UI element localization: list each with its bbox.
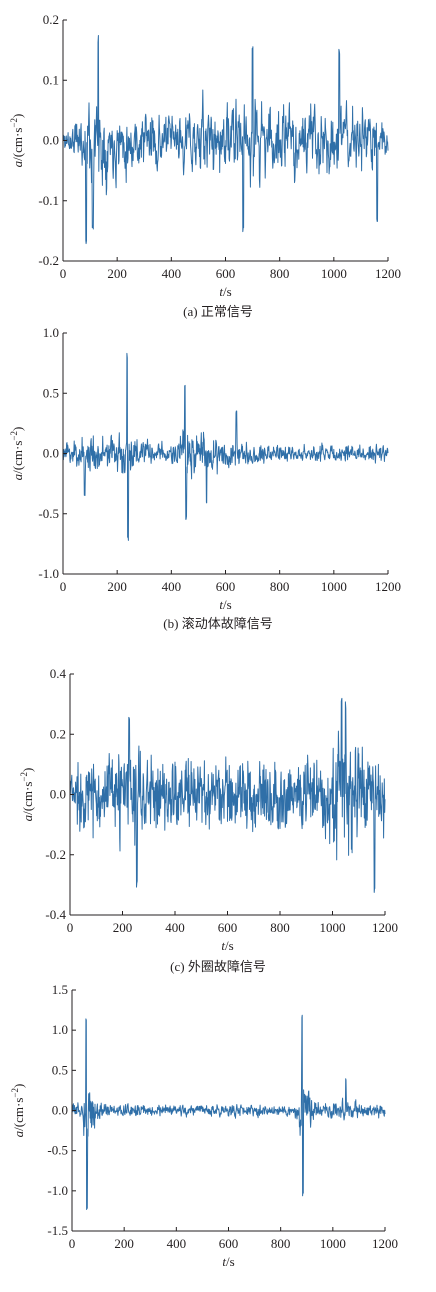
x-label-variable: t — [222, 1254, 226, 1269]
y-tick-label: 0.0 — [43, 446, 59, 461]
y-tick-label: 0.5 — [43, 385, 59, 400]
y-axis-label: a/(cm·s−2) — [9, 114, 25, 168]
y-label-exponent: −2 — [9, 431, 19, 441]
panel-2: 0 200 400 600 800 1000 12000.40.20.0-0.2-0.4a/… — [19, 666, 398, 974]
y-tick-label: -0.2 — [45, 847, 66, 862]
y-tick-label: 1.5 — [52, 982, 68, 997]
panel-caption: (c) 外圈故障信号 — [170, 959, 266, 974]
x-tick-label: 1200 — [372, 920, 398, 935]
y-tick-label: -0.2 — [38, 253, 59, 268]
y-tick-label: -1.0 — [47, 1183, 68, 1198]
x-tick-label: 0 — [67, 920, 74, 935]
panel-0: 0 200 400 600 800 1000 12000.20.10.0-0.1-0.2a/… — [9, 12, 401, 319]
x-tick-label: 1200 — [372, 1236, 398, 1251]
y-label-unit: /(cm·s — [11, 1098, 26, 1131]
x-axis-label: t/s — [222, 1254, 234, 1269]
y-label-close: ) — [20, 768, 35, 772]
y-label-unit: /(cm·s — [10, 128, 25, 161]
x-tick-label: 1000 — [321, 579, 347, 594]
x-tick-label: 400 — [162, 579, 182, 594]
y-label-variable: a — [20, 814, 35, 821]
panel-1: 0 200 400 600 800 1000 12001.00.50.0-0.5-1.0a/… — [9, 325, 401, 631]
y-label-close: ) — [10, 427, 25, 431]
x-tick-label: 1000 — [320, 920, 346, 935]
x-tick-label: 800 — [270, 579, 290, 594]
x-tick-label: 600 — [219, 1236, 239, 1251]
y-label-unit: /(cm·s — [10, 441, 25, 474]
x-tick-label: 1000 — [320, 1236, 346, 1251]
x-label-unit: /s — [226, 1254, 235, 1269]
x-axis-label: t/s — [221, 938, 233, 953]
y-tick-label: -0.1 — [38, 193, 59, 208]
x-tick-label: 800 — [270, 266, 290, 281]
x-tick-label: 0 — [69, 1236, 76, 1251]
x-label-variable: t — [221, 938, 225, 953]
x-label-variable: t — [219, 597, 223, 612]
x-tick-label: 200 — [107, 266, 127, 281]
y-axis-label: a/(cm·s−2) — [10, 1084, 26, 1138]
y-tick-label: -0.5 — [47, 1143, 68, 1158]
y-tick-label: 1.0 — [43, 325, 59, 340]
x-tick-label: 600 — [216, 579, 236, 594]
y-label-exponent: −2 — [19, 772, 29, 782]
y-label-close: ) — [10, 114, 25, 118]
y-tick-label: 0.0 — [43, 133, 59, 148]
x-tick-label: 600 — [216, 266, 236, 281]
x-tick-label: 0 — [60, 266, 67, 281]
x-tick-label: 200 — [114, 1236, 134, 1251]
signal-line — [71, 1014, 386, 1210]
x-tick-label: 0 — [60, 579, 67, 594]
y-label-unit: /(cm·s — [20, 782, 35, 815]
y-tick-label: 0.1 — [43, 72, 59, 87]
y-tick-label: 0.2 — [43, 12, 59, 27]
y-label-variable: a — [10, 160, 25, 167]
y-label-exponent: −2 — [10, 1088, 20, 1098]
x-axis-label: t/s — [219, 597, 231, 612]
x-tick-label: 200 — [107, 579, 127, 594]
y-tick-label: 0.5 — [52, 1062, 68, 1077]
x-tick-label: 1200 — [375, 579, 401, 594]
y-label-exponent: −2 — [9, 118, 19, 128]
x-label-variable: t — [219, 284, 223, 299]
x-tick-label: 400 — [165, 920, 185, 935]
x-tick-label: 800 — [271, 1236, 291, 1251]
signal-line — [62, 35, 389, 245]
y-label-close: ) — [11, 1084, 26, 1088]
x-tick-label: 600 — [218, 920, 238, 935]
y-tick-label: 0.0 — [50, 787, 66, 802]
y-tick-label: -0.4 — [45, 907, 66, 922]
y-tick-label: 1.0 — [52, 1022, 68, 1037]
x-tick-label: 400 — [167, 1236, 187, 1251]
y-axis-label: a/(cm·s−2) — [19, 768, 35, 822]
x-label-unit: /s — [223, 597, 232, 612]
x-tick-label: 400 — [162, 266, 182, 281]
y-label-variable: a — [11, 1130, 26, 1137]
x-tick-label: 1200 — [375, 266, 401, 281]
panel-caption: (b) 滚动体故障信号 — [163, 616, 272, 631]
y-tick-label: 0.2 — [50, 726, 66, 741]
signal-line — [69, 697, 386, 893]
signal-line — [62, 352, 389, 541]
x-tick-label: 200 — [113, 920, 133, 935]
panel-caption: (a) 正常信号 — [183, 304, 253, 319]
x-tick-label: 1000 — [321, 266, 347, 281]
x-tick-label: 800 — [270, 920, 290, 935]
y-label-variable: a — [10, 473, 25, 480]
y-tick-label: 0.0 — [52, 1103, 68, 1118]
y-tick-label: -0.5 — [38, 506, 59, 521]
y-tick-label: 0.4 — [50, 666, 67, 681]
x-label-unit: /s — [225, 938, 234, 953]
y-tick-label: -1.5 — [47, 1223, 68, 1238]
y-axis-label: a/(cm·s−2) — [9, 427, 25, 481]
x-axis-label: t/s — [219, 284, 231, 299]
x-label-unit: /s — [223, 284, 232, 299]
panel-3: 0 200 400 600 800 1000 1200 1.5 1.0 0.5 0.0 -0.5 -1.… — [10, 982, 398, 1269]
y-tick-label: -1.0 — [38, 566, 59, 581]
